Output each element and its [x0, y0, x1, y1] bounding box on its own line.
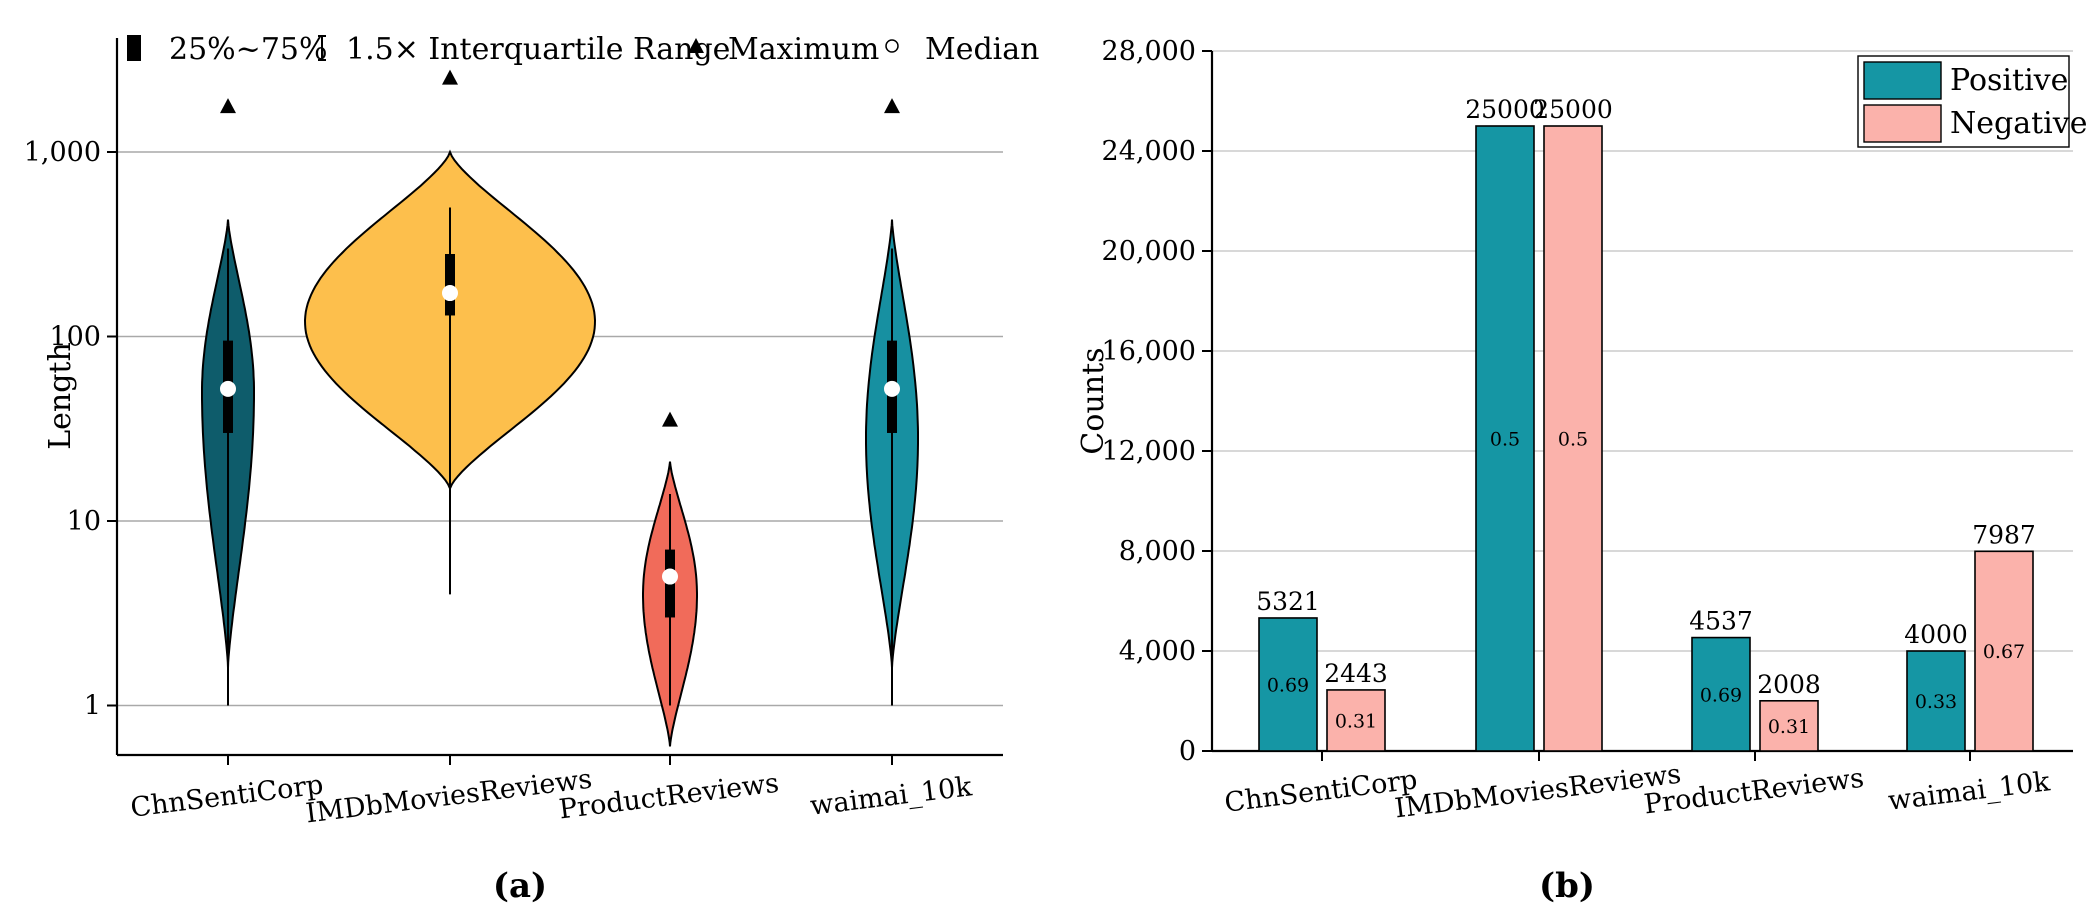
- ratio-label-Positive-ChnSentiCorp: 0.69: [1267, 674, 1309, 696]
- y-tick-label-b-7: 28,000: [1102, 36, 1196, 67]
- ratio-label-Negative-waimai_10k: 0.67: [1983, 641, 2025, 663]
- panel-label-b: (b): [1539, 866, 1595, 905]
- x-tick-label-IMDbMoviesReviews: IMDbMoviesReviews: [304, 764, 594, 830]
- value-label-Negative-ChnSentiCorp: 2443: [1324, 659, 1388, 688]
- legend-label-Negative: Negative: [1950, 106, 2087, 141]
- value-label-Positive-ProductReviews: 4537: [1689, 607, 1753, 636]
- bar-Positive-ProductReviews: [1691, 636, 1751, 752]
- legend-maximum-label: Maximum: [728, 32, 879, 67]
- y-tick-label-2: 100: [49, 322, 101, 353]
- legend-swatch-Negative: [1863, 104, 1942, 143]
- x-tick-label-b-IMDbMoviesReviews: IMDbMoviesReviews: [1393, 759, 1683, 825]
- maximum-marker-ProductReviews: [662, 411, 678, 427]
- x-tick-label-b-ChnSentiCorp: ChnSentiCorp: [1223, 764, 1419, 818]
- ratio-label-Negative-IMDbMoviesReviews: 0.5: [1558, 429, 1588, 451]
- bar-Negative-ChnSentiCorp: [1326, 689, 1386, 752]
- bar-Negative-IMDbMoviesReviews: [1543, 125, 1603, 752]
- x-tick-label-ChnSentiCorp: ChnSentiCorp: [129, 769, 325, 823]
- bar-Positive-waimai_10k: [1906, 650, 1966, 752]
- y-axis-label-b: Counts: [1076, 347, 1111, 454]
- y-tick-label-b-0: 0: [1179, 736, 1196, 767]
- legend-label-Positive: Positive: [1950, 63, 2068, 98]
- value-label-Positive-ChnSentiCorp: 5321: [1256, 587, 1320, 616]
- maximum-marker-waimai_10k: [884, 98, 900, 114]
- y-tick-label-3: 1,000: [24, 137, 101, 168]
- ratio-label-Positive-IMDbMoviesReviews: 0.5: [1490, 429, 1520, 451]
- value-label-Positive-waimai_10k: 4000: [1904, 620, 1968, 649]
- panel-label-a: (a): [493, 866, 547, 905]
- ratio-label-Positive-waimai_10k: 0.33: [1915, 691, 1957, 713]
- ratio-label-Negative-ProductReviews: 0.31: [1768, 716, 1810, 738]
- y-tick-label-b-2: 8,000: [1119, 536, 1196, 567]
- bar-panel: 0 4,000 8,000 12,000 16,000 20,000 24,000 28,00…: [1076, 36, 2087, 905]
- value-label-Negative-ProductReviews: 2008: [1757, 670, 1821, 699]
- x-tick-label-waimai_10k: waimai_10k: [808, 771, 974, 822]
- maximum-marker-ChnSentiCorp: [220, 98, 236, 114]
- bar-Negative-waimai_10k: [1974, 550, 2034, 752]
- y-tick-label-b-4: 16,000: [1102, 336, 1196, 367]
- value-label-Negative-waimai_10k: 7987: [1972, 520, 2036, 549]
- value-label-Positive-IMDbMoviesReviews: 25000: [1465, 95, 1545, 124]
- legend-iqr-label: 25%~75%: [169, 32, 328, 67]
- median-marker-ChnSentiCorp: [220, 380, 236, 397]
- legend-median-swatch: [885, 39, 899, 53]
- median-marker-ProductReviews: [662, 568, 678, 585]
- maximum-marker-IMDbMoviesReviews: [442, 69, 458, 85]
- median-marker-IMDbMoviesReviews: [442, 285, 458, 302]
- y-tick-label-0: 1: [84, 691, 101, 722]
- bar-Positive-IMDbMoviesReviews: [1475, 125, 1535, 752]
- median-marker-waimai_10k: [884, 380, 900, 397]
- legend-median-label: Median: [925, 32, 1039, 67]
- y-tick-label-b-1: 4,000: [1119, 636, 1196, 667]
- legend-maximum-swatch: [688, 38, 704, 53]
- violin-panel: 1 10 100 1,000 Length ChnSentiCorpIMDbMoviesR…: [24, 32, 1040, 905]
- legend-iqr-swatch: [127, 35, 141, 61]
- y-tick-label-b-5: 20,000: [1102, 236, 1196, 267]
- ratio-label-Negative-ChnSentiCorp: 0.31: [1335, 710, 1377, 732]
- y-axis-label: Length: [43, 342, 78, 450]
- y-tick-label-b-6: 24,000: [1102, 136, 1196, 167]
- y-tick-label-1: 10: [67, 506, 101, 537]
- iqr-box-IMDbMoviesReviews: [445, 253, 455, 316]
- value-label-Negative-IMDbMoviesReviews: 25000: [1533, 95, 1613, 124]
- bar-Positive-ChnSentiCorp: [1258, 617, 1318, 752]
- ratio-label-Positive-ProductReviews: 0.69: [1700, 684, 1742, 706]
- y-tick-label-b-3: 12,000: [1102, 436, 1196, 467]
- legend-swatch-Positive: [1863, 61, 1942, 100]
- legend-whisker-label: 1.5× Interquartile Range: [346, 32, 730, 67]
- x-tick-label-b-waimai_10k: waimai_10k: [1886, 766, 2052, 817]
- bar-Negative-ProductReviews: [1759, 699, 1819, 752]
